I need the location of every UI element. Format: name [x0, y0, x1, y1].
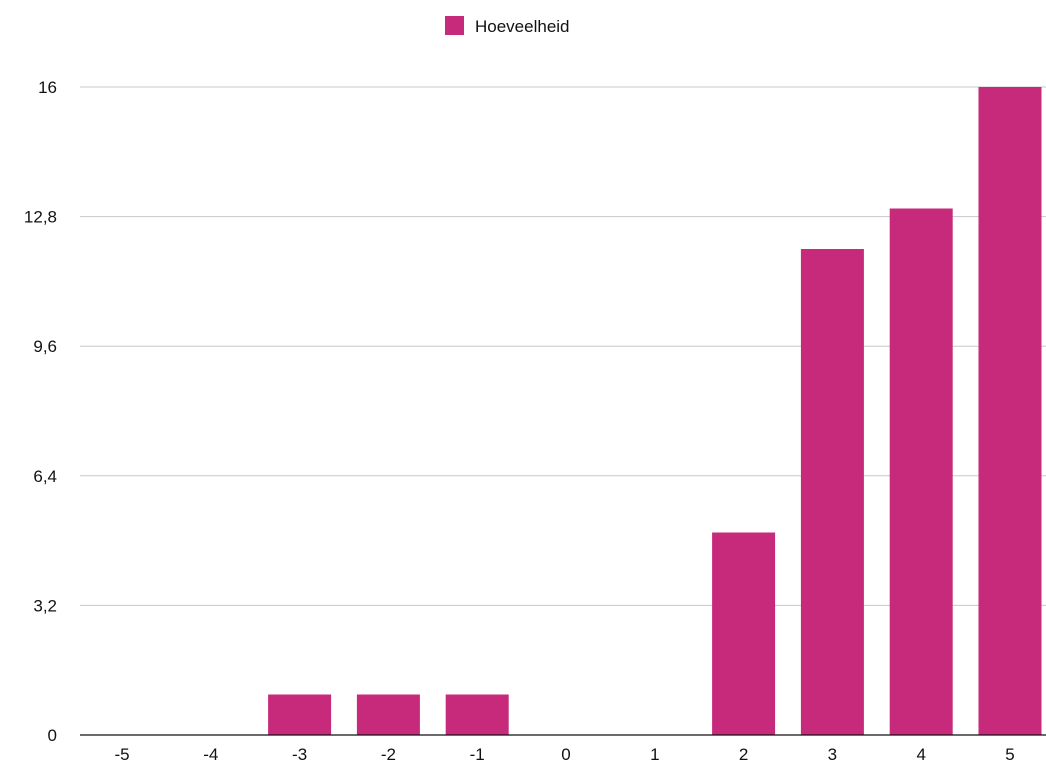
x-tick-label: -5 [114, 745, 129, 764]
y-tick-label: 12,8 [24, 208, 57, 227]
y-tick-label: 0 [48, 726, 57, 745]
legend: Hoeveelheid [445, 16, 570, 36]
bar [268, 694, 332, 735]
x-tick-label: 3 [828, 745, 837, 764]
x-tick-label: -2 [381, 745, 396, 764]
bar [356, 694, 420, 735]
bars [268, 87, 1042, 735]
bar [800, 249, 864, 735]
x-tick-label: -1 [470, 745, 485, 764]
x-tick-label: -4 [203, 745, 218, 764]
y-tick-label: 16 [38, 78, 57, 97]
bar [978, 87, 1042, 735]
x-tick-label: 2 [739, 745, 748, 764]
y-tick-label: 9,6 [33, 337, 57, 356]
bar [445, 694, 509, 735]
bar [712, 532, 776, 735]
y-tick-label: 3,2 [33, 596, 57, 615]
x-axis-labels: -5 -4 -3 -2 -1 0 1 2 3 4 5 [114, 745, 1014, 764]
x-tick-label: 4 [916, 745, 925, 764]
x-tick-label: 5 [1005, 745, 1014, 764]
y-tick-label: 6,4 [33, 467, 57, 486]
bar [889, 208, 953, 735]
x-tick-label: -3 [292, 745, 307, 764]
x-tick-label: 1 [650, 745, 659, 764]
legend-label: Hoeveelheid [475, 17, 570, 36]
x-tick-label: 0 [561, 745, 570, 764]
legend-swatch [445, 16, 464, 35]
gridlines [80, 86, 1046, 606]
y-axis-labels: 0 3,2 6,4 9,6 12,8 16 [24, 78, 57, 745]
